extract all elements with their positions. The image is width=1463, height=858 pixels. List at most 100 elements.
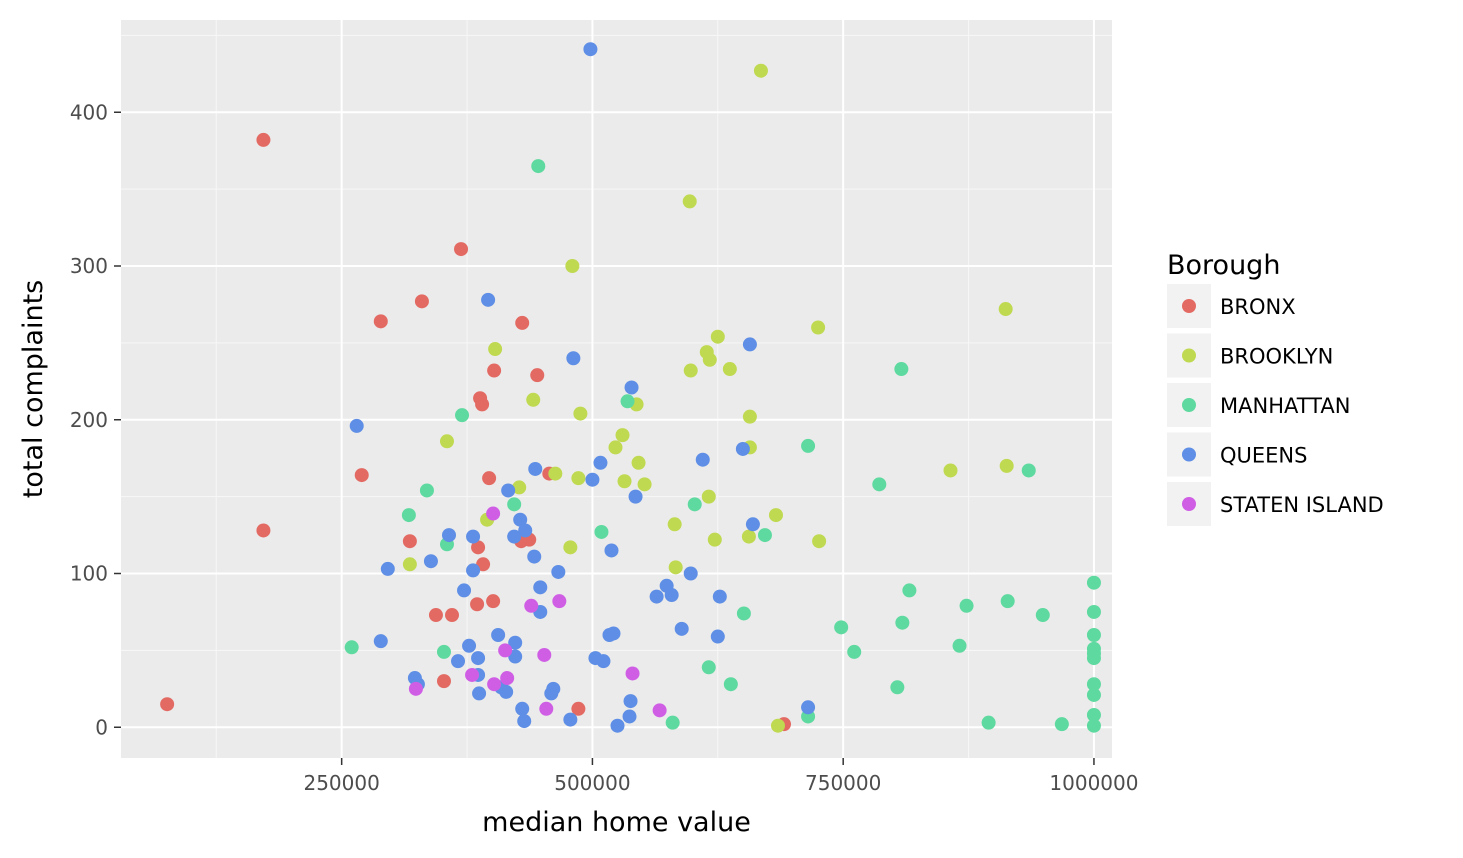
- data-point: [454, 242, 469, 257]
- data-point: [585, 472, 600, 487]
- data-point: [593, 455, 608, 470]
- data-point: [583, 42, 598, 57]
- data-point: [981, 715, 996, 730]
- data-point: [1086, 707, 1101, 722]
- x-tick-label: 1000000: [1049, 771, 1138, 795]
- data-point: [695, 452, 710, 467]
- data-point: [344, 640, 359, 655]
- data-point: [481, 292, 496, 307]
- data-point: [682, 194, 697, 209]
- data-point: [527, 549, 542, 564]
- data-point: [518, 523, 533, 538]
- data-point: [476, 557, 491, 572]
- data-point: [507, 529, 522, 544]
- data-point: [423, 554, 438, 569]
- data-point: [712, 589, 727, 604]
- legend-title: Borough: [1167, 250, 1280, 281]
- data-point: [596, 654, 611, 669]
- data-point: [256, 523, 271, 538]
- data-point: [466, 529, 481, 544]
- data-point: [537, 647, 552, 662]
- data-point: [1086, 677, 1101, 692]
- data-point: [380, 561, 395, 576]
- legend-swatch: [1182, 398, 1196, 412]
- data-point: [402, 534, 417, 549]
- data-point: [801, 438, 816, 453]
- x-axis-title: median home value: [482, 807, 751, 838]
- legend-item: BRONX: [1167, 284, 1296, 328]
- y-tick-label: 400: [70, 100, 108, 124]
- data-point: [465, 667, 480, 682]
- data-point: [610, 718, 625, 733]
- data-point: [895, 615, 910, 630]
- data-point: [507, 497, 522, 512]
- data-point: [515, 315, 530, 330]
- data-point: [617, 474, 632, 489]
- data-point: [667, 517, 682, 532]
- data-point: [436, 644, 451, 659]
- data-point: [674, 621, 689, 636]
- data-point: [462, 638, 477, 653]
- data-point: [508, 649, 523, 664]
- data-point: [486, 594, 501, 609]
- data-point: [552, 594, 567, 609]
- legend-label: QUEENS: [1220, 444, 1307, 468]
- data-point: [683, 566, 698, 581]
- data-point: [702, 352, 717, 367]
- data-point: [753, 63, 768, 78]
- data-point: [436, 674, 451, 689]
- data-point: [637, 477, 652, 492]
- data-point: [472, 686, 487, 701]
- legend-item: BROOKLYN: [1167, 333, 1333, 378]
- data-point: [710, 329, 725, 344]
- legend-label: BROOKLYN: [1220, 345, 1333, 369]
- data-point: [539, 701, 554, 716]
- data-point: [1086, 628, 1101, 642]
- data-point: [513, 512, 528, 527]
- axis-ticks: 250000 500000 750000 1000000 0 100 200 300 400: [70, 100, 1139, 795]
- data-point: [487, 677, 502, 692]
- data-point: [952, 638, 967, 653]
- data-point: [902, 583, 917, 598]
- legend-label: BRONX: [1220, 295, 1296, 319]
- data-point: [571, 701, 586, 716]
- data-point: [471, 540, 486, 555]
- data-point: [445, 608, 460, 623]
- data-point: [401, 508, 416, 523]
- data-point: [414, 294, 429, 309]
- data-point: [742, 409, 757, 424]
- data-point: [457, 583, 472, 598]
- data-point: [515, 701, 530, 716]
- data-point: [606, 626, 621, 641]
- x-tick-label: 500000: [554, 771, 630, 795]
- data-point: [722, 362, 737, 377]
- data-point: [455, 408, 470, 423]
- y-tick-label: 0: [95, 715, 108, 739]
- data-point: [1086, 718, 1101, 733]
- data-point: [701, 660, 716, 675]
- data-point: [524, 598, 539, 613]
- data-point: [959, 598, 974, 613]
- data-point: [620, 394, 635, 409]
- data-point: [890, 680, 905, 695]
- data-point: [517, 714, 532, 729]
- data-point: [1000, 594, 1015, 609]
- data-point: [687, 497, 702, 512]
- data-point: [1086, 687, 1101, 702]
- data-point: [486, 506, 501, 521]
- data-point: [498, 643, 513, 658]
- data-point: [872, 477, 887, 492]
- data-point: [622, 709, 637, 724]
- data-point: [999, 458, 1014, 473]
- data-point: [736, 606, 751, 621]
- data-point: [566, 351, 581, 366]
- data-point: [683, 363, 698, 378]
- data-point: [471, 651, 486, 666]
- data-point: [546, 681, 561, 696]
- data-point: [608, 440, 623, 455]
- data-point: [668, 560, 683, 575]
- data-point: [998, 302, 1013, 317]
- data-point: [594, 524, 609, 539]
- data-point: [834, 620, 849, 635]
- data-point: [256, 132, 271, 147]
